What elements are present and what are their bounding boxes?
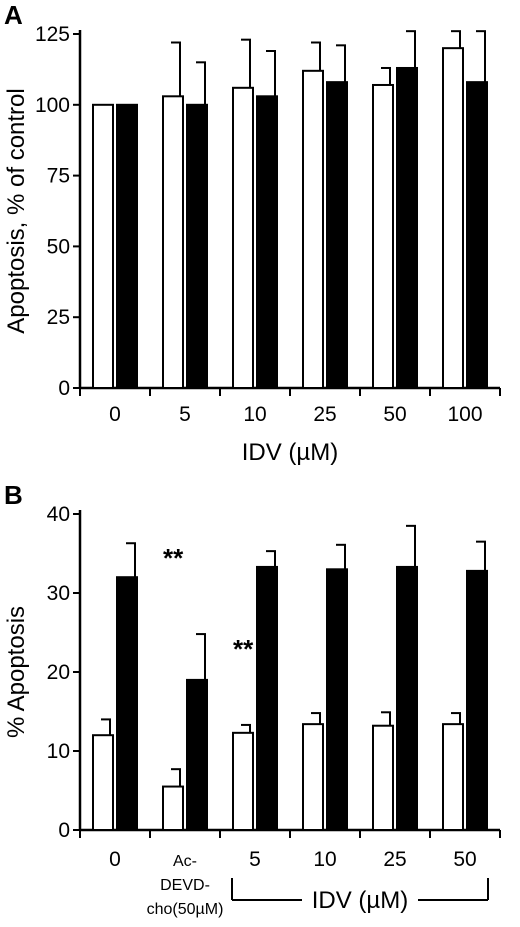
panel-a-label: A	[4, 0, 23, 30]
bar	[326, 568, 348, 831]
x-tick-label: 50	[383, 403, 406, 426]
chart-b: 0 10 20 30 40 0 Ac- DEVD-cho(50µM) 5 10 25 50 IDV (µ…	[3, 503, 501, 918]
bar	[232, 731, 254, 832]
bar	[466, 569, 488, 831]
y-tick-label: 40	[47, 503, 70, 526]
x-tick-label: 25	[313, 403, 336, 426]
y-tick-label: 125	[35, 23, 70, 46]
y-tick-label: 30	[47, 582, 70, 605]
significance-marker: *	[187, 761, 198, 791]
bar	[372, 724, 394, 831]
y-tick-label: 0	[58, 819, 70, 842]
x-tick-label: 5	[179, 403, 191, 426]
y-tick-label: 10	[47, 740, 70, 763]
bar	[466, 81, 488, 389]
chart-a: 0 25 50 75 100 125 0 5 10 25 50 100 IDV (µM) Apoptosi…	[3, 23, 501, 466]
bar	[116, 103, 138, 390]
x-tick-label: 50	[453, 848, 476, 871]
x-axis-title: IDV (µM)	[312, 887, 408, 914]
x-tick-label: 25	[383, 848, 406, 871]
x-axis-title: IDV (µM)	[242, 439, 338, 466]
x-tick-label: 10	[243, 403, 266, 426]
bar	[162, 95, 184, 390]
significance-marker: **	[163, 543, 184, 573]
y-tick-label: 75	[47, 165, 70, 188]
bar	[256, 565, 278, 831]
y-axis-title: % Apoptosis	[3, 606, 30, 738]
bar	[256, 95, 278, 390]
bar	[442, 47, 464, 389]
bar	[396, 565, 418, 831]
bar	[442, 723, 464, 832]
panel-b-label: B	[4, 480, 23, 510]
bar	[396, 66, 418, 389]
x-tick-label: 5	[249, 848, 261, 871]
idv-bracket	[231, 878, 489, 901]
bar	[92, 734, 114, 832]
significance-marker: *	[117, 711, 128, 741]
x-tick-label: 100	[447, 403, 482, 426]
x-tick-label: 10	[313, 848, 336, 871]
bar	[302, 69, 324, 389]
y-tick-label: 100	[35, 94, 70, 117]
x-tick-label: Ac-	[173, 853, 197, 870]
bar	[302, 723, 324, 832]
bar	[162, 785, 184, 831]
bar	[116, 576, 138, 832]
y-tick-label: 25	[47, 306, 70, 329]
bar	[232, 86, 254, 389]
x-tick-label: 0	[109, 848, 121, 871]
bar	[326, 81, 348, 389]
bar	[186, 678, 208, 832]
y-tick-label: 20	[47, 661, 70, 684]
x-tick-label: cho(50µM)	[147, 901, 224, 918]
y-tick-label: 50	[47, 235, 70, 258]
x-tick-label: DEVD-	[160, 877, 210, 894]
bar	[186, 103, 208, 390]
y-tick-label: 0	[58, 377, 70, 400]
bar	[92, 103, 114, 390]
bar	[372, 83, 394, 389]
x-tick-label: 0	[109, 403, 121, 426]
y-axis-title: Apoptosis, % of control	[3, 88, 30, 333]
significance-marker: **	[233, 634, 254, 664]
